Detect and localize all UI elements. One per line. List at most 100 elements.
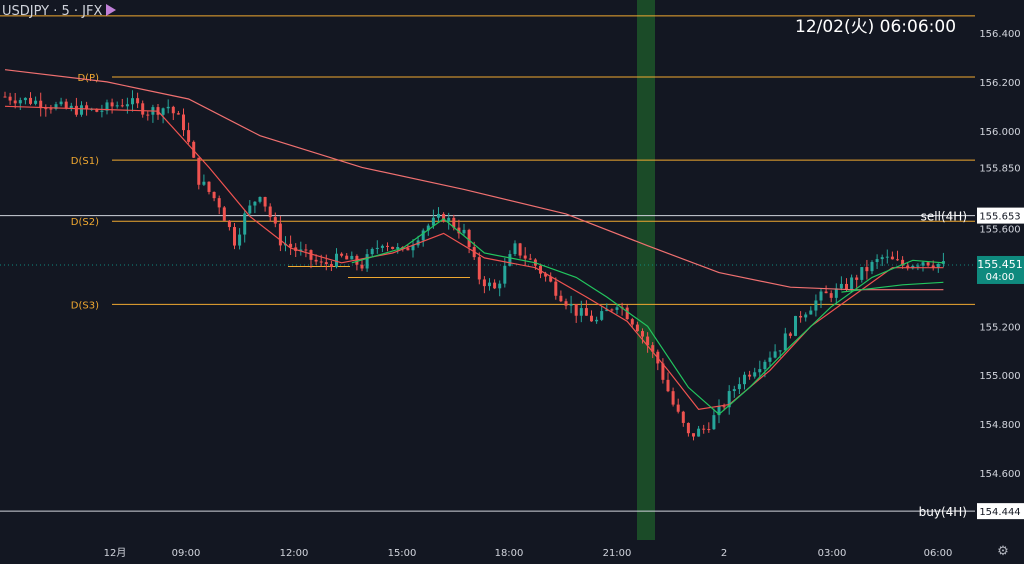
candle-body: [335, 253, 338, 268]
candle-body: [753, 372, 757, 377]
candle-body: [380, 245, 384, 248]
candle-body: [299, 249, 303, 251]
candle-body: [406, 248, 410, 251]
candle-body: [49, 108, 53, 110]
buy-level-label: buy(4H): [919, 505, 967, 519]
x-tick-label: 18:00: [495, 548, 524, 559]
pivot-label: D(P): [77, 73, 99, 84]
candle-body: [85, 105, 89, 110]
candle-body: [865, 267, 869, 272]
candle-body: [309, 250, 313, 260]
ma-green-line: [351, 218, 944, 416]
candle-body: [493, 282, 497, 289]
gear-icon[interactable]: ⚙: [997, 544, 1009, 559]
candle-body: [931, 265, 935, 268]
candle-body: [819, 291, 823, 301]
y-tick-label: 156.000: [979, 127, 1020, 138]
countdown-label: 04:00: [986, 272, 1015, 283]
candle-body: [187, 130, 191, 142]
candle-body: [875, 259, 879, 263]
candle-body: [131, 98, 134, 105]
candle-body: [926, 262, 930, 266]
candle-body: [375, 247, 379, 249]
candle-body: [171, 106, 175, 114]
candle-body: [360, 264, 364, 269]
candle-body: [518, 243, 522, 256]
candle-body: [850, 277, 854, 290]
candle-body: [95, 108, 99, 112]
candle-body: [901, 259, 905, 266]
candle-body: [717, 406, 721, 416]
candle-body: [457, 227, 461, 234]
candle-body: [482, 279, 486, 287]
candle-body: [207, 181, 211, 192]
x-tick-label: 12月: [104, 547, 127, 559]
candle-body: [936, 263, 940, 268]
candle-body: [564, 301, 568, 306]
buy-badge-box: [977, 503, 1024, 520]
candle-body: [59, 101, 63, 105]
candle-body: [442, 213, 446, 222]
candle-body: [141, 103, 145, 115]
y-tick-label: 155.600: [979, 225, 1020, 236]
candle-body: [39, 100, 43, 109]
candle-body: [880, 257, 884, 260]
candle-body: [748, 374, 752, 377]
candle-body: [452, 217, 456, 228]
candle-body: [64, 101, 68, 109]
candle-body: [661, 363, 665, 380]
candle-body: [498, 283, 502, 289]
candle-body: [590, 315, 593, 322]
candle-body: [707, 429, 711, 431]
candle-body: [845, 283, 848, 290]
current-price-label: 155.451: [977, 258, 1023, 271]
candle-body: [258, 196, 262, 202]
x-tick-label: 09:00: [172, 548, 201, 559]
candle-body: [503, 265, 507, 284]
candle-body: [890, 256, 894, 260]
candle-body: [855, 277, 859, 280]
candle-body: [712, 415, 716, 430]
candle-body: [243, 213, 247, 235]
candle-body: [686, 422, 690, 434]
candle-body: [467, 229, 471, 248]
candle-body: [212, 191, 216, 199]
candle-body: [437, 213, 440, 218]
candle-body: [115, 105, 119, 107]
candle-body: [921, 262, 925, 266]
candle-body: [641, 331, 644, 337]
candle-body: [523, 255, 527, 259]
clock-label: 12/02(火) 06:06:00: [795, 17, 957, 37]
x-tick-label: 06:00: [924, 548, 953, 559]
candle-body: [396, 246, 400, 249]
y-tick-label: 154.800: [979, 420, 1020, 431]
candle-body: [350, 255, 354, 260]
candle-body: [773, 351, 777, 358]
sell-badge-label: 155.653: [979, 212, 1020, 223]
candle-body: [651, 345, 655, 352]
candle-body: [513, 243, 517, 255]
candle-body: [248, 205, 252, 214]
candle-body: [136, 98, 140, 104]
candle-body: [365, 254, 369, 269]
candle-body: [176, 113, 180, 115]
candle-body: [758, 369, 762, 373]
candle-body: [146, 114, 150, 116]
buy-badge-label: 154.444: [979, 507, 1020, 518]
candle-body: [625, 307, 629, 320]
candle-body: [605, 309, 609, 312]
candle-body: [182, 114, 185, 131]
candle-body: [233, 227, 236, 246]
candle-body: [794, 315, 797, 336]
candle-body: [386, 245, 389, 247]
candle-body: [549, 276, 553, 282]
candle-body: [569, 304, 573, 306]
candle-body: [3, 96, 7, 98]
candle-body: [870, 262, 874, 272]
candle-body: [345, 255, 349, 260]
symbol-header[interactable]: USDJPY · 5 · JFX: [2, 4, 117, 19]
current-price-badge: [977, 255, 1024, 284]
y-tick-label: 156.400: [979, 29, 1020, 40]
candle-body: [13, 100, 17, 104]
